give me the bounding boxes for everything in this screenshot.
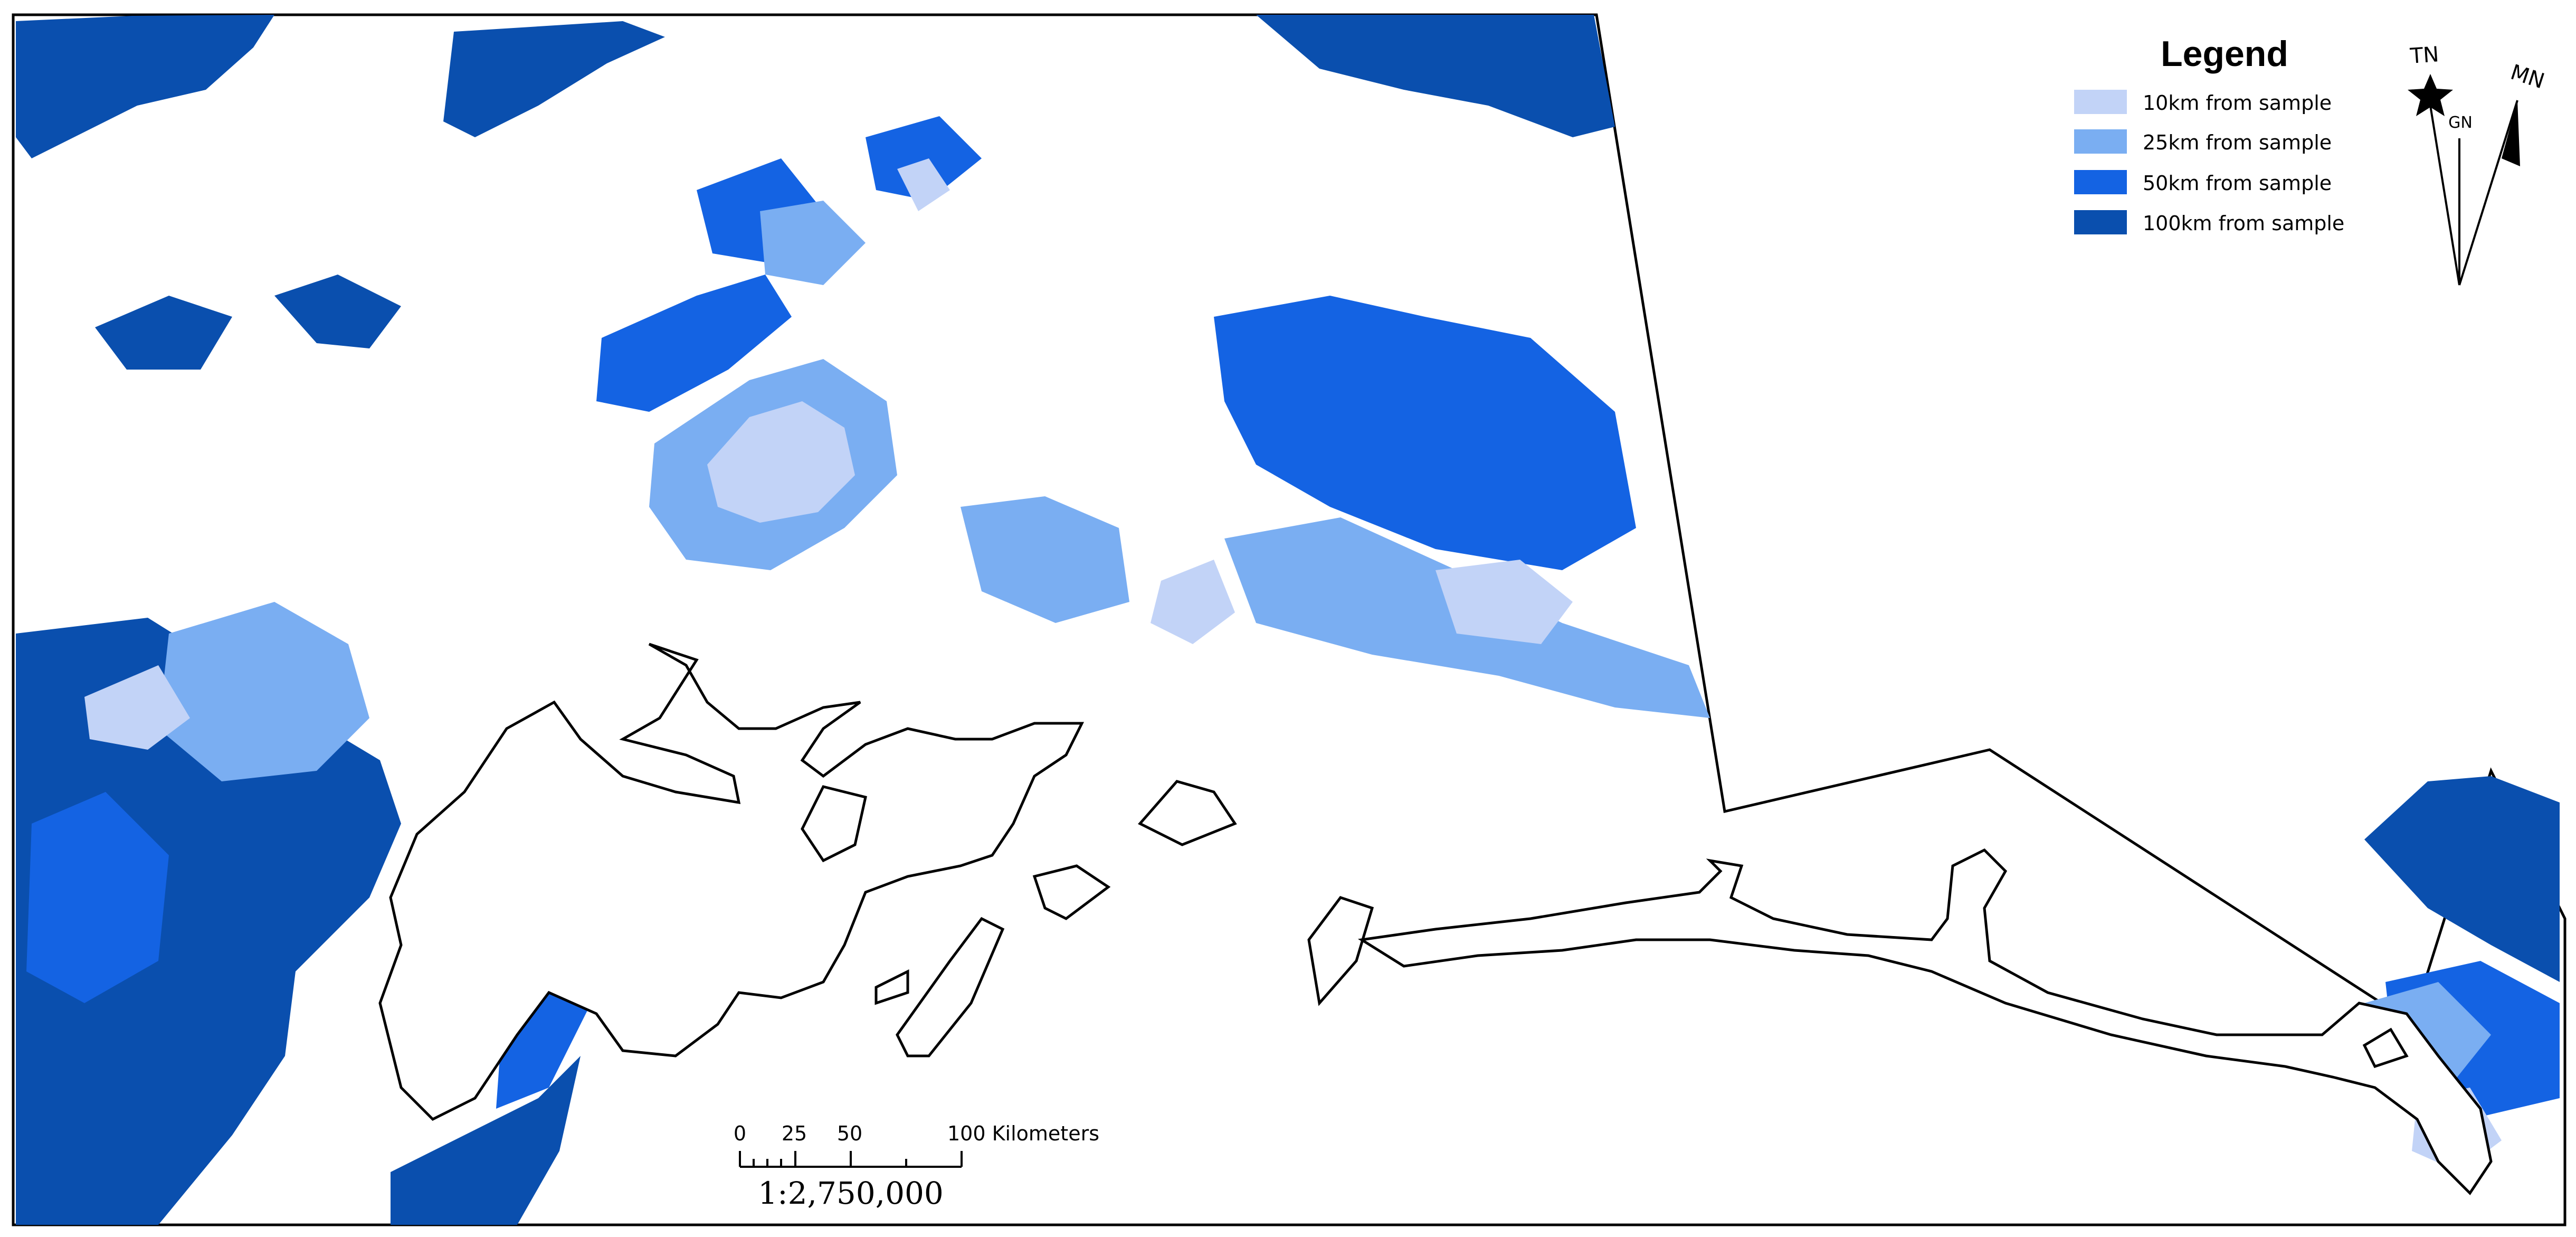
legend-item: 25km from sample <box>2074 129 2332 154</box>
scale-tick-label-50: 50 <box>837 1122 862 1145</box>
magnetic-north-label: MN <box>2507 60 2547 94</box>
distance-zones <box>16 15 2560 1225</box>
legend-item: 10km from sample <box>2074 90 2332 115</box>
scale-tick-label-25: 25 <box>782 1122 807 1145</box>
legend-label-100km: 100km from sample <box>2143 212 2344 235</box>
legend-swatch-50km <box>2074 170 2127 194</box>
magnetic-north-line <box>2458 100 2518 286</box>
legend-title: Legend <box>2161 34 2288 74</box>
legend-label-25km: 25km from sample <box>2143 131 2332 154</box>
scale-ratio: 1:2,750,000 <box>758 1175 944 1211</box>
north-arrow: TN GN MN <box>2408 42 2548 286</box>
true-north-line <box>2429 105 2460 286</box>
legend-label-10km: 10km from sample <box>2143 91 2332 115</box>
star-icon <box>2408 74 2453 116</box>
legend-item: 100km from sample <box>2074 210 2344 235</box>
zone-100km <box>16 15 2560 1225</box>
legend-label-50km: 50km from sample <box>2143 172 2332 195</box>
magnetic-north-arrowhead-icon <box>2502 100 2520 166</box>
legend-swatch-25km <box>2074 129 2127 154</box>
scale-tick-label-0: 0 <box>734 1122 746 1145</box>
legend-swatch-100km <box>2074 210 2127 234</box>
legend-item: 50km from sample <box>2074 170 2332 195</box>
scale-bar: 0 25 50 100 Kilometers 1:2,750,000 <box>734 1122 1099 1211</box>
coastline-outlines <box>378 643 2493 1195</box>
legend: Legend 10km from sample 25km from sample… <box>2074 34 2344 235</box>
legend-swatch-10km <box>2074 90 2127 114</box>
scale-bar-ticks <box>739 1151 963 1167</box>
grid-north-label: GN <box>2448 114 2473 132</box>
scale-tick-label-100: 100 Kilometers <box>947 1122 1099 1145</box>
true-north-label: TN <box>2409 42 2439 69</box>
